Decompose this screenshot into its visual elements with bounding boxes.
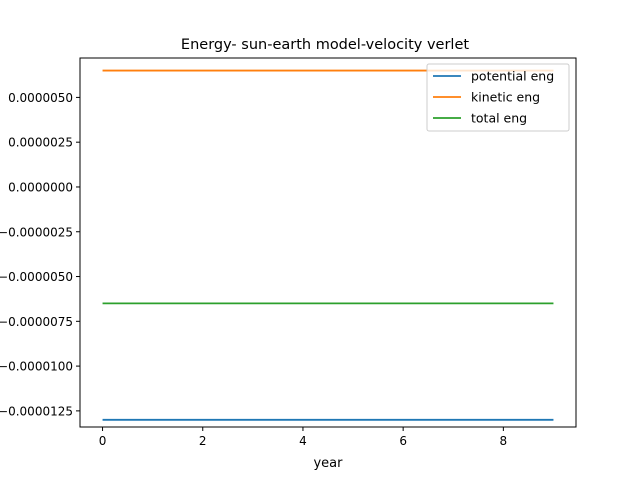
legend-label-1: kinetic eng <box>471 90 540 105</box>
legend-label-0: potential eng <box>471 69 554 84</box>
y-tick-label: 0.0000000 <box>8 180 73 194</box>
y-tick-label: −0.0000075 <box>0 315 73 329</box>
plot-frame <box>79 57 577 428</box>
y-axis-ticks: 0.0000050 0.0000025 0.0000000 −0.0000025 −0.… <box>0 91 80 418</box>
y-tick-label: 0.0000050 <box>8 91 73 105</box>
y-tick-label: −0.0000050 <box>0 270 73 284</box>
x-axis-ticks: 0 2 4 6 8 <box>99 427 507 448</box>
x-tick-label: 8 <box>500 434 508 448</box>
chart-title: Energy- sun-earth model-velocity verlet <box>181 37 469 53</box>
x-axis-label: year <box>313 456 343 471</box>
legend: potential eng kinetic eng total eng <box>426 63 570 132</box>
legend-box <box>426 63 570 132</box>
x-tick-label: 0 <box>99 434 107 448</box>
x-tick-label: 2 <box>199 434 207 448</box>
legend-items: potential eng kinetic eng total eng <box>433 69 554 126</box>
y-tick-label: −0.0000125 <box>0 404 73 418</box>
x-tick-label: 4 <box>299 434 307 448</box>
y-tick-label: −0.0000025 <box>0 225 73 239</box>
x-tick-label: 6 <box>399 434 407 448</box>
y-tick-label: 0.0000025 <box>8 136 73 150</box>
y-tick-label: −0.0000100 <box>0 360 73 374</box>
legend-label-2: total eng <box>471 111 527 126</box>
